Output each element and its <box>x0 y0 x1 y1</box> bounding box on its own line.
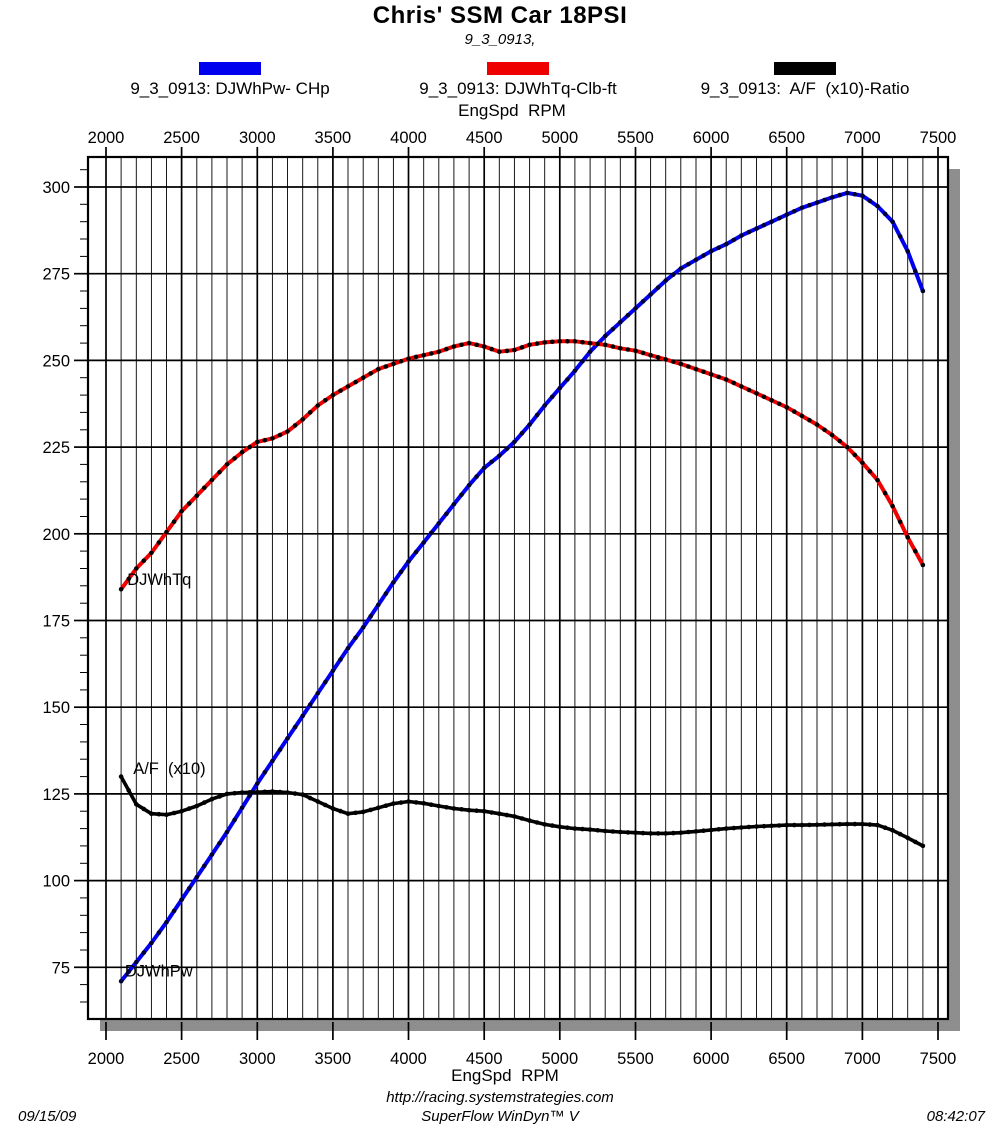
y-tick-label: 300 <box>42 179 70 197</box>
footer-app-name: SuperFlow WinDyn™ V <box>421 1108 579 1125</box>
x-tick-label-top: 6000 <box>693 129 730 147</box>
power-inline-label: DJWhPw <box>125 963 193 981</box>
plot-shadow-right <box>949 169 960 1031</box>
x-tick-label-bottom: 3000 <box>239 1050 276 1068</box>
y-tick-label: 225 <box>42 439 70 457</box>
torque-markers <box>118 339 926 592</box>
x-tick-label-bottom: 6500 <box>768 1050 805 1068</box>
plot-area <box>88 157 948 1019</box>
x-tick-label-bottom: 6000 <box>693 1050 730 1068</box>
footer-url: http://racing.systemstrategies.com <box>386 1089 614 1106</box>
x-tick-label-top: 6500 <box>768 129 805 147</box>
y-tick-label: 175 <box>42 613 70 631</box>
page-title: Chris' SSM Car 18PSI <box>372 2 628 29</box>
x-tick-label-bottom: 7500 <box>920 1050 957 1068</box>
footer-date: 09/15/09 <box>18 1108 77 1125</box>
x-tick-label-top: 2000 <box>88 129 125 147</box>
x-tick-label-top: 7000 <box>844 129 881 147</box>
x-tick-label-bottom: 4000 <box>390 1050 427 1068</box>
page-subtitle: 9_3_0913, <box>464 31 536 48</box>
x-tick-label-top: 2500 <box>163 129 200 147</box>
x-tick-label-top: 7500 <box>920 129 957 147</box>
x-tick-label-top: 4000 <box>390 129 427 147</box>
x-tick-label-bottom: 5000 <box>541 1050 578 1068</box>
x-tick-label-bottom: 7000 <box>844 1050 881 1068</box>
x-axis-label-bottom: EngSpd RPM <box>451 1066 559 1085</box>
x-tick-label-bottom: 2000 <box>88 1050 125 1068</box>
legend-item-power: 9_3_0913: DJWhPw- CHp <box>110 62 350 99</box>
x-tick-label-top: 4500 <box>466 129 503 147</box>
x-tick-label-top: 5000 <box>541 129 578 147</box>
power-legend-swatch <box>199 62 261 75</box>
y-tick-label: 250 <box>42 352 70 370</box>
x-tick-label-bottom: 2500 <box>163 1050 200 1068</box>
y-tick-label: 200 <box>42 526 70 544</box>
plot-shadow-bottom <box>100 1020 960 1031</box>
x-axis-label-top: EngSpd RPM <box>458 101 566 120</box>
x-tick-label-bottom: 3500 <box>315 1050 352 1068</box>
torque-legend-label: 9_3_0913: DJWhTq-Clb-ft <box>419 79 617 98</box>
y-tick-label: 125 <box>42 786 70 804</box>
y-tick-label: 75 <box>52 959 70 977</box>
y-tick-label: 275 <box>42 266 70 284</box>
legend-item-torque: 9_3_0913: DJWhTq-Clb-ft <box>398 62 638 99</box>
x-tick-label-bottom: 4500 <box>466 1050 503 1068</box>
y-tick-label: 100 <box>42 873 70 891</box>
afr-inline-label: A/F (x10) <box>133 760 205 778</box>
x-tick-label-bottom: 5500 <box>617 1050 654 1068</box>
afr-markers <box>118 774 926 849</box>
afr-legend-swatch <box>774 62 836 75</box>
legend-item-afr: 9_3_0913: A/F (x10)-Ratio <box>685 62 925 99</box>
x-tick-label-top: 5500 <box>617 129 654 147</box>
power-legend-label: 9_3_0913: DJWhPw- CHp <box>130 79 330 98</box>
power-markers <box>118 190 926 984</box>
x-tick-label-top: 3500 <box>315 129 352 147</box>
torque-legend-swatch <box>487 62 549 75</box>
torque-inline-label: DJWhTq <box>127 571 191 589</box>
y-tick-label: 150 <box>42 699 70 717</box>
x-tick-label-top: 3000 <box>239 129 276 147</box>
footer-time: 08:42:07 <box>926 1108 985 1125</box>
afr-legend-label: 9_3_0913: A/F (x10)-Ratio <box>700 79 910 98</box>
